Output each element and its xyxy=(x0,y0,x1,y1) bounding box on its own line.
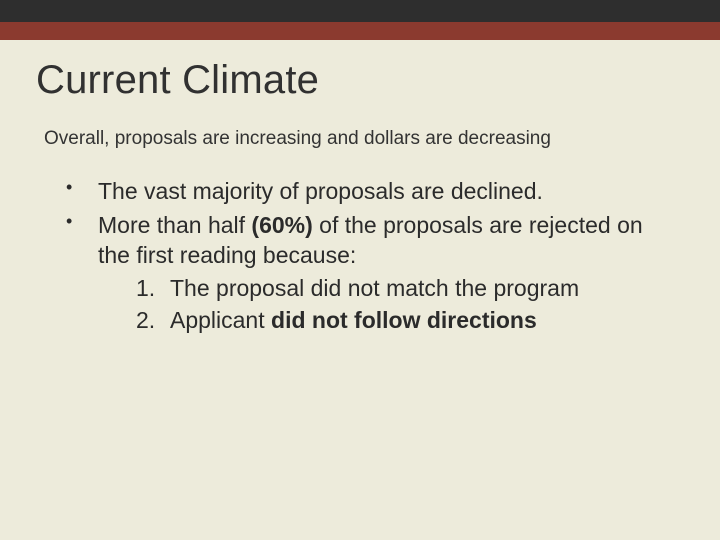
bullet-list: The vast majority of proposals are decli… xyxy=(44,176,660,336)
slide-content: The vast majority of proposals are decli… xyxy=(0,158,720,336)
bullet-text-bold: (60%) xyxy=(251,212,312,238)
numbered-text-prefix: Applicant xyxy=(170,307,271,333)
slide: Current Climate Overall, proposals are i… xyxy=(0,0,720,540)
bullet-text-prefix: More than half xyxy=(98,212,251,238)
bullet-text: The vast majority of proposals are decli… xyxy=(98,178,543,204)
numbered-item: The proposal did not match the program xyxy=(136,273,660,303)
numbered-list: The proposal did not match the program A… xyxy=(98,273,660,336)
bullet-item: More than half (60%) of the proposals ar… xyxy=(44,210,660,335)
numbered-text-bold: did not follow directions xyxy=(271,307,537,333)
slide-title: Current Climate xyxy=(0,40,720,113)
numbered-item: Applicant did not follow directions xyxy=(136,305,660,335)
top-bar xyxy=(0,0,720,22)
slide-subtitle: Overall, proposals are increasing and do… xyxy=(0,113,720,158)
bullet-item: The vast majority of proposals are decli… xyxy=(44,176,660,206)
numbered-text: The proposal did not match the program xyxy=(170,275,579,301)
accent-bar xyxy=(0,22,720,40)
